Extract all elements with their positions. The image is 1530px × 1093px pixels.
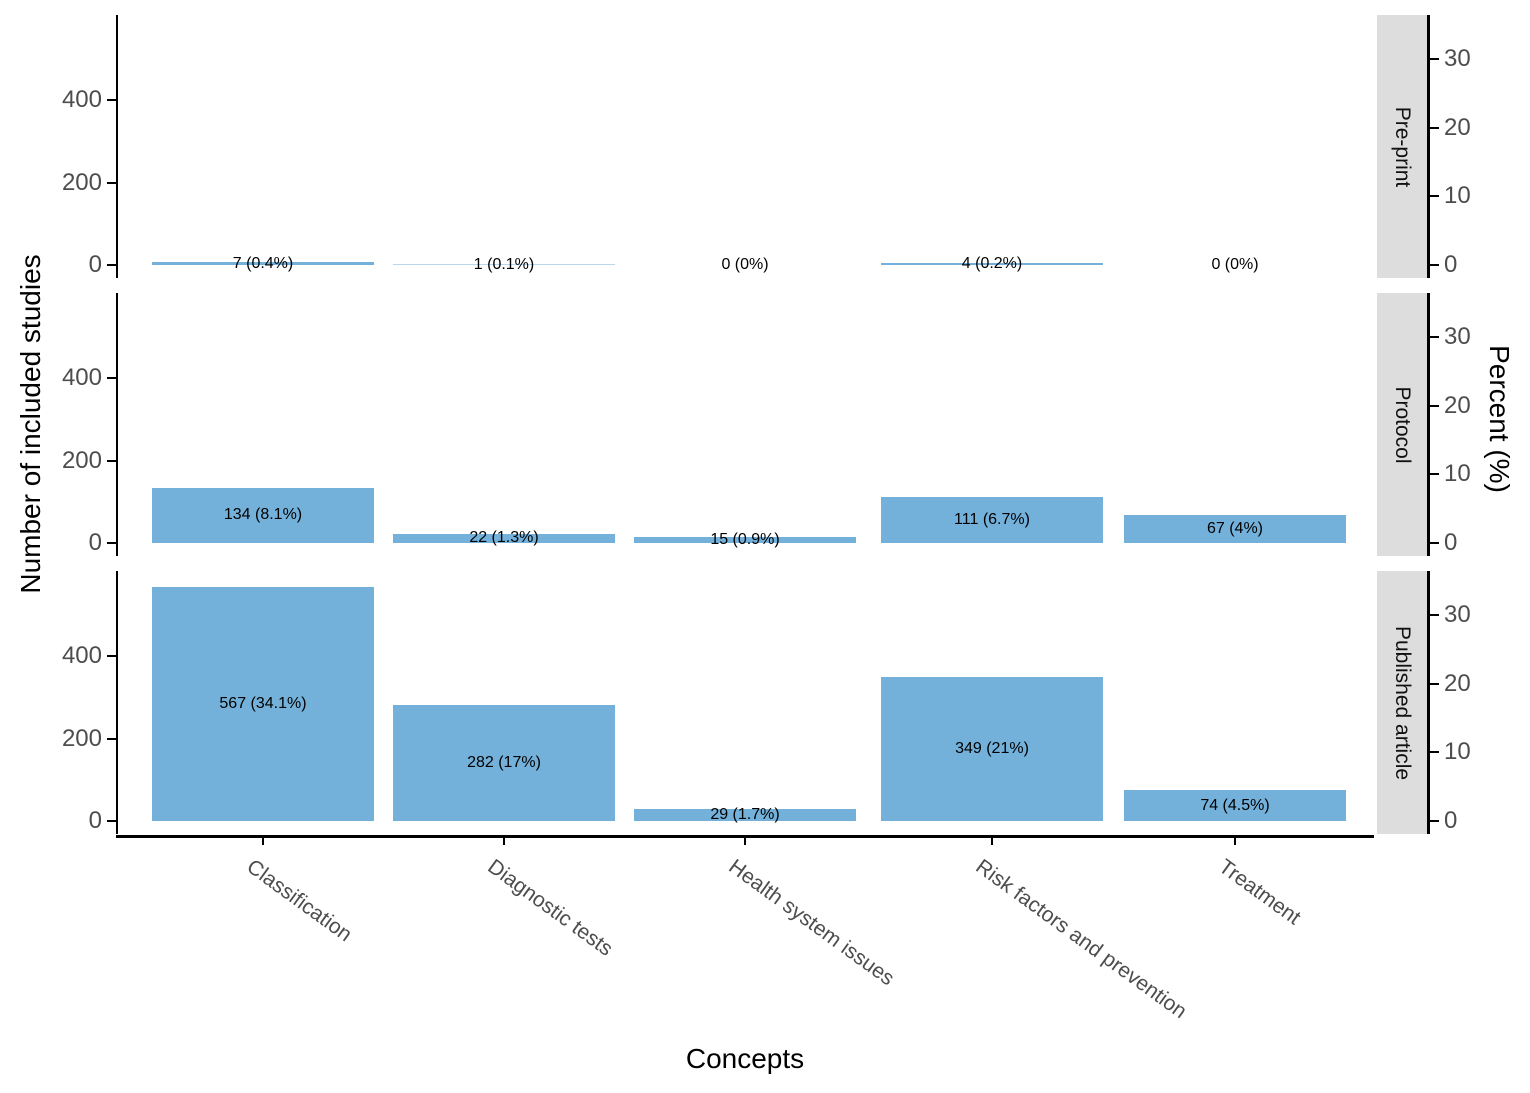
x-category-label: Diagnostic tests [483,855,617,961]
bar-value-label: 0 (0%) [721,256,769,273]
bar [393,264,615,265]
bar [1124,515,1346,543]
y-tick [107,99,116,101]
right-axis-line [1427,293,1430,556]
facet-strip [1377,293,1427,556]
bar [393,704,615,821]
right-tick-label: 30 [1444,323,1471,351]
right-tick [1430,614,1439,617]
y-axis-line [116,293,118,556]
bar [152,587,374,821]
right-tick [1430,58,1439,61]
right-tick [1430,126,1439,129]
right-tick-label: 20 [1444,391,1471,419]
bar-value-label: 74 (4.5%) [1200,796,1270,814]
y-tick [107,264,116,266]
right-tick-label: 0 [1444,251,1458,278]
bar [881,677,1103,821]
y-tick [107,542,116,544]
right-tick [1430,682,1439,685]
y-tick-label: 400 [61,364,102,391]
bar-value-label: 1 (0.1%) [473,255,535,273]
bar-value-label: 0 (0%) [1211,256,1259,273]
x-category-label: Treatment [1214,855,1305,930]
right-tick [1430,820,1439,822]
y-tick [107,377,116,379]
facet-strip-label: Published article [1391,625,1414,780]
y-tick-label: 0 [88,529,102,556]
y-tick [107,459,116,462]
right-tick-label: 20 [1444,113,1471,141]
y-axis-line [116,571,118,834]
bar-value-label: 111 (6.7%) [954,511,1030,529]
facet-strip [1377,15,1427,278]
right-tick-label: 10 [1444,460,1471,488]
facet-strip [1377,571,1427,834]
bar-value-label: 134 (8.1%) [223,506,303,524]
bar [881,263,1103,265]
right-tick-label: 0 [1444,807,1458,834]
bar [393,533,615,543]
y-tick-label: 200 [61,446,102,474]
y-tick-label: 0 [88,807,102,834]
y-tick [107,820,116,822]
right-axis-title: Percent (%) [1484,345,1515,493]
bar [1124,790,1346,821]
y-tick [107,737,116,740]
bar-value-label: 282 (17%) [467,753,541,771]
right-axis-line [1427,15,1430,278]
bar-value-label: 15 (0.9%) [710,530,780,548]
bar [152,262,374,265]
right-tick [1430,195,1439,198]
x-tick [262,837,264,845]
right-tick [1430,473,1439,476]
y-tick-label: 200 [61,724,102,752]
bar-value-label: 67 (4%) [1206,520,1264,538]
y-tick-label: 200 [61,168,102,196]
bar-value-label: 349 (21%) [955,740,1029,758]
bar [152,487,374,543]
y-tick [107,181,116,184]
right-tick-label: 0 [1444,529,1458,556]
right-tick-label: 10 [1444,182,1471,210]
bar-value-label: 22 (1.3%) [469,529,539,547]
y-tick-label: 0 [88,251,102,278]
right-tick-label: 10 [1444,738,1471,766]
x-category-label: Health system issues [724,855,899,991]
bar-value-label: 4 (0.2%) [961,255,1023,273]
facet-strip-label: Protocol [1391,385,1414,464]
right-tick [1430,542,1439,544]
bar-value-label: 567 (34.1%) [219,695,307,713]
bar-value-label: 7 (0.4%) [232,254,294,272]
right-tick [1430,264,1439,266]
x-tick [744,837,746,845]
x-tick [991,837,993,845]
bar-value-label: 29 (1.7%) [710,806,780,824]
right-tick [1430,404,1439,407]
x-axis-line [116,835,1374,838]
right-tick-label: 30 [1444,45,1471,73]
y-tick-label: 400 [61,86,102,113]
facet-strip-label: Pre-print [1391,106,1414,187]
right-tick-label: 20 [1444,669,1471,697]
x-tick [503,837,505,845]
x-tick [1234,837,1236,845]
bar [634,536,856,543]
x-axis-title: Concepts [685,1043,805,1074]
right-tick [1430,336,1439,339]
bar [881,497,1103,543]
bar [634,809,856,821]
right-tick-label: 30 [1444,601,1471,629]
right-tick [1430,751,1439,754]
x-category-label: Risk factors and prevention [971,855,1191,1024]
x-category-label: Classification [242,855,357,947]
y-axis-line [116,15,118,278]
y-tick-label: 400 [61,642,102,669]
y-tick [107,655,116,657]
right-axis-line [1427,571,1430,834]
